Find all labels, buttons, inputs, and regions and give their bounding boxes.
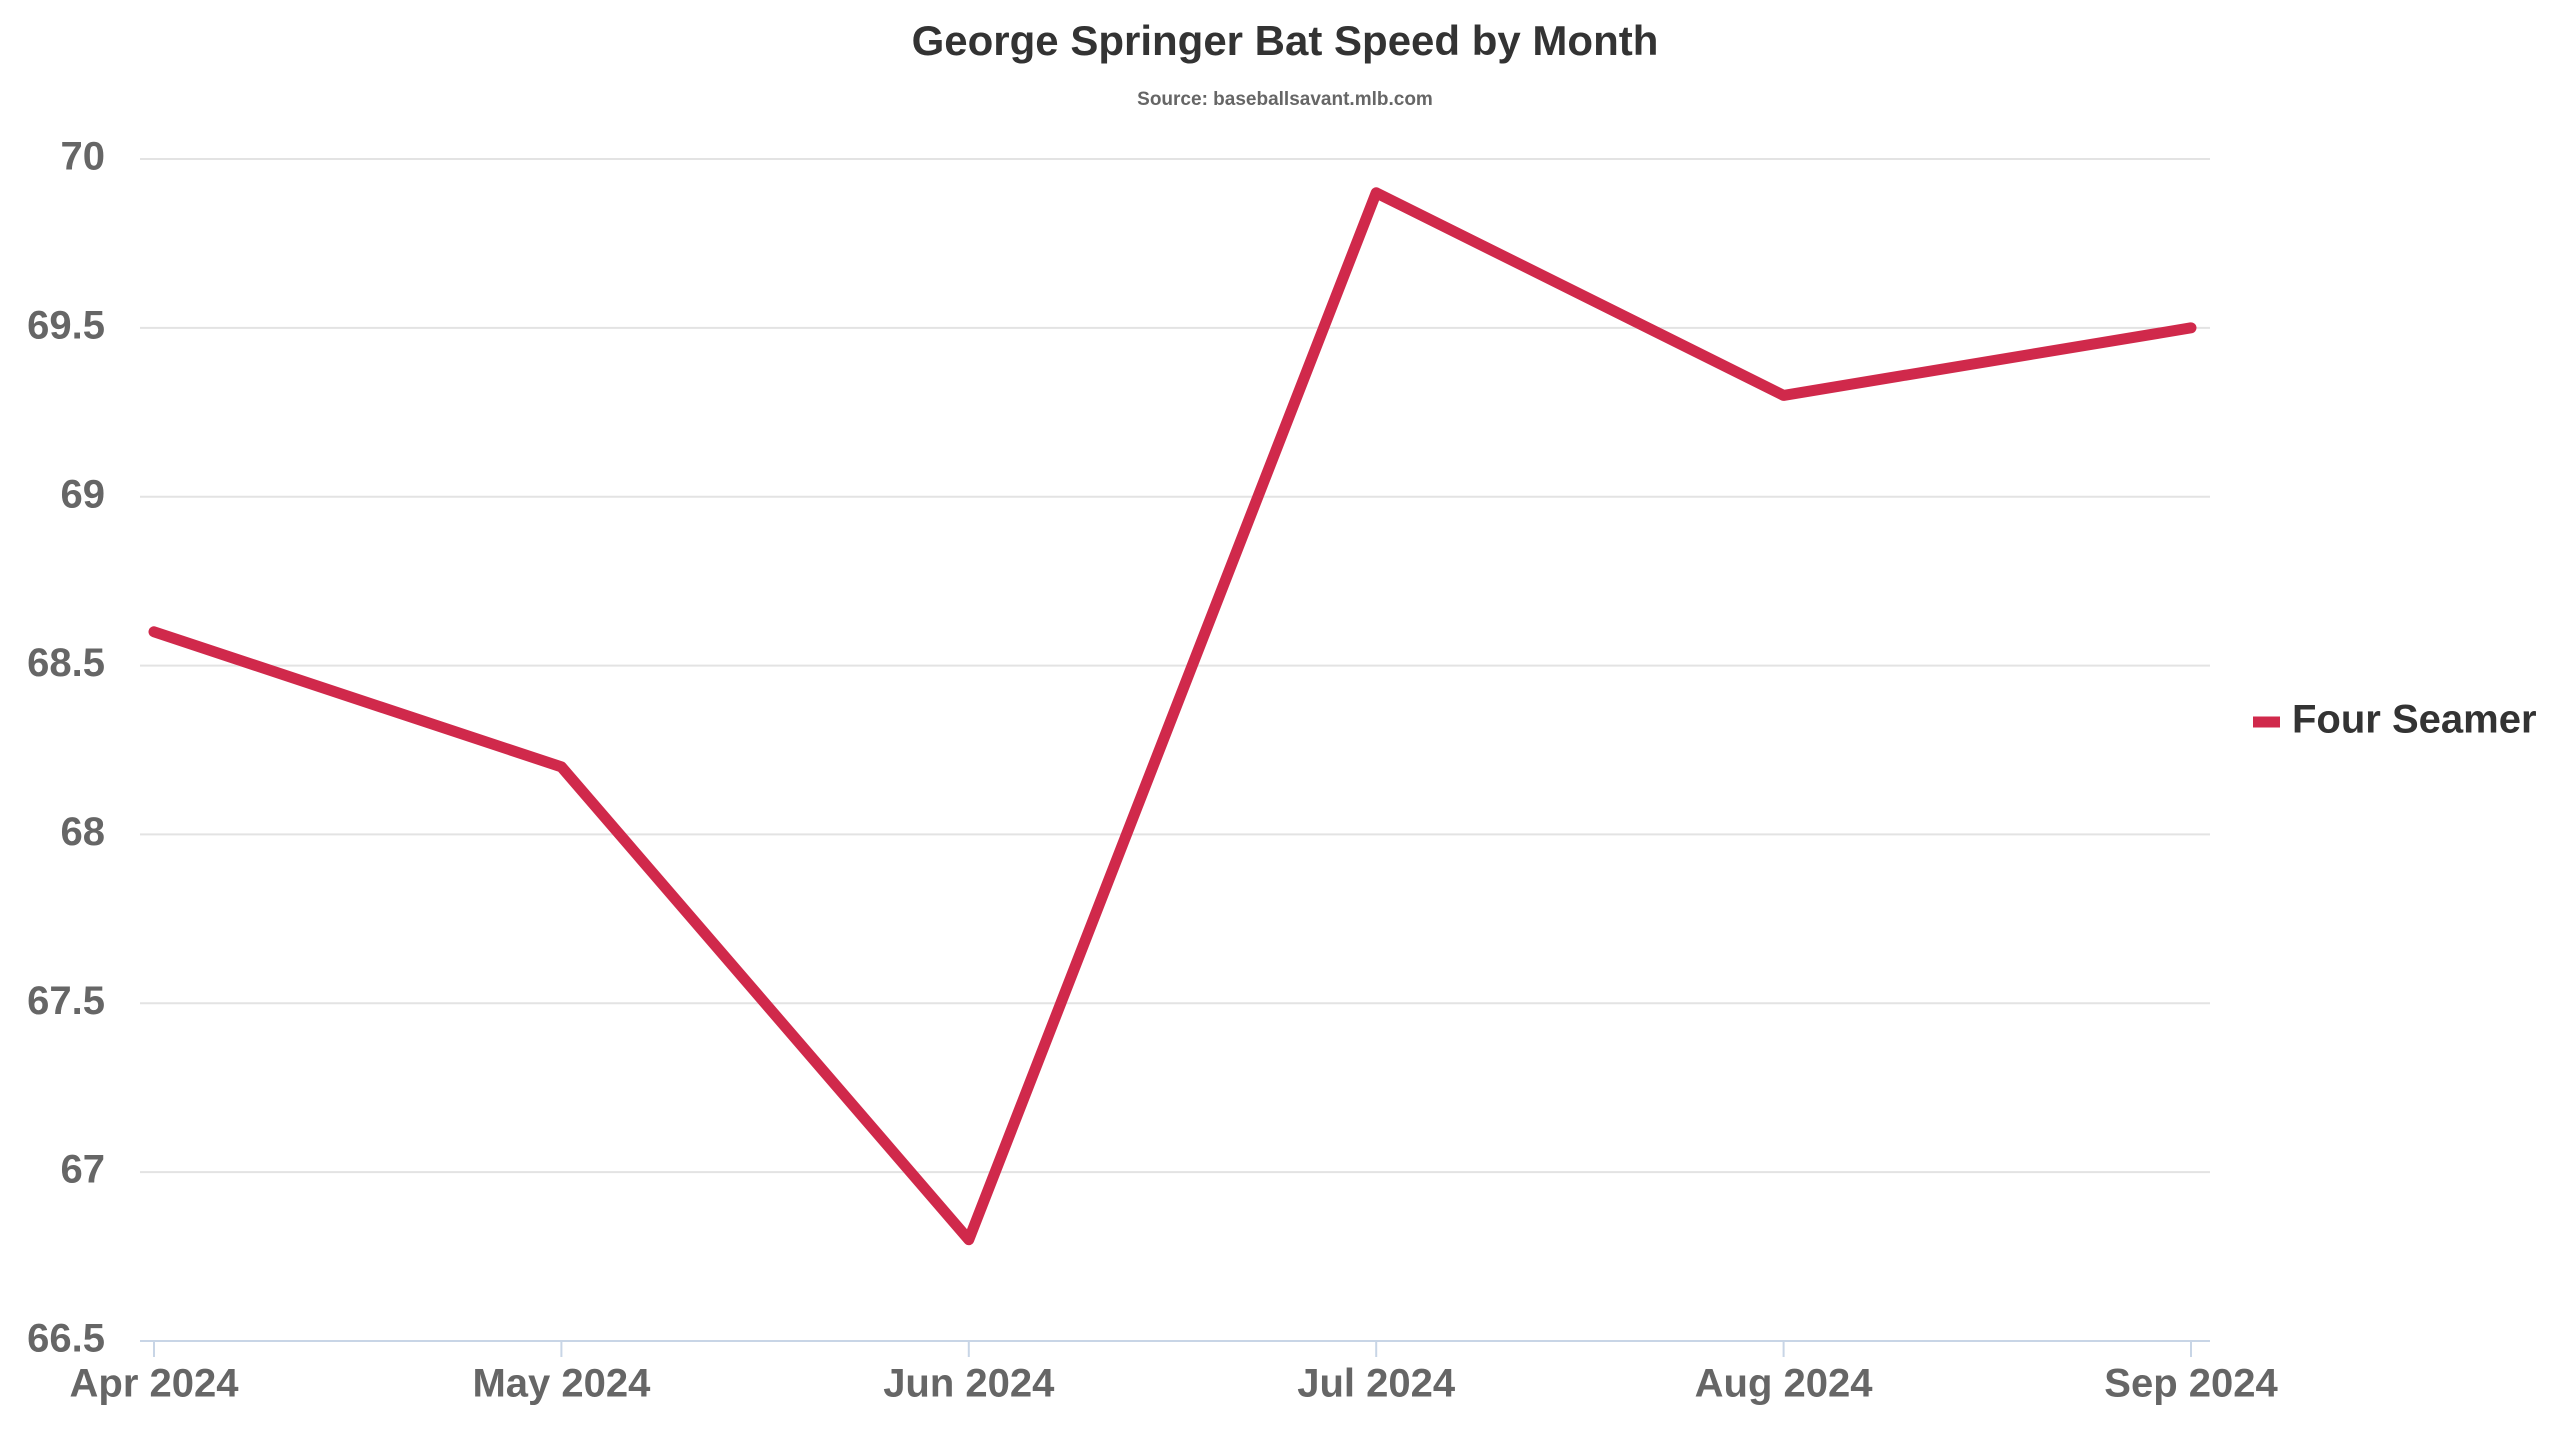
y-tick-label: 67.5 [27, 979, 105, 1023]
y-tick-label: 70 [61, 135, 106, 179]
x-tick-label: Jun 2024 [883, 1362, 1055, 1406]
chart-subtitle: Source: baseballsavant.mlb.com [1137, 89, 1433, 110]
y-tick-label: 69 [61, 472, 106, 516]
y-tick-label: 68.5 [27, 641, 105, 685]
y-tick-label: 69.5 [27, 303, 105, 347]
y-tick-label: 68 [61, 810, 106, 854]
x-tick-label: May 2024 [472, 1362, 651, 1406]
legend-label: Four Seamer [2292, 698, 2537, 742]
chart-title: George Springer Bat Speed by Month [912, 17, 1659, 64]
x-tick-label: Apr 2024 [70, 1362, 240, 1406]
y-tick-label: 67 [61, 1148, 106, 1192]
data-line [148, 187, 2197, 1246]
y-tick-label: 66.5 [27, 1317, 105, 1361]
x-tick-label: Sep 2024 [2104, 1362, 2278, 1406]
x-tick-label: Jul 2024 [1297, 1362, 1456, 1406]
x-tick-label: Aug 2024 [1695, 1362, 1874, 1406]
